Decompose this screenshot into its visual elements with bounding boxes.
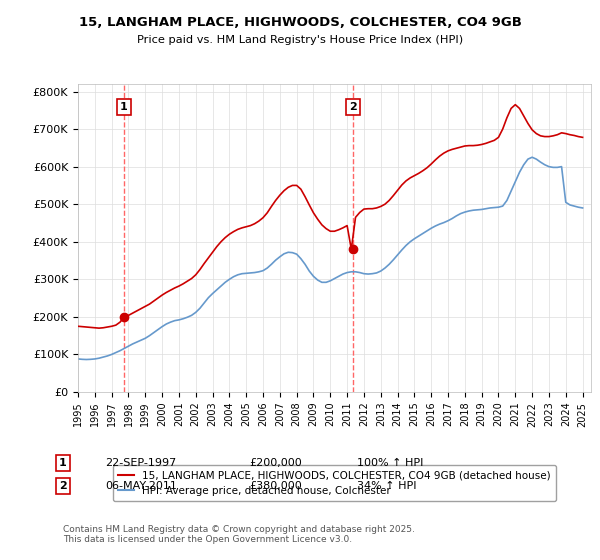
Text: £380,000: £380,000 (249, 481, 302, 491)
Text: 22-SEP-1997: 22-SEP-1997 (105, 458, 176, 468)
Text: 2: 2 (59, 481, 67, 491)
Text: 15, LANGHAM PLACE, HIGHWOODS, COLCHESTER, CO4 9GB: 15, LANGHAM PLACE, HIGHWOODS, COLCHESTER… (79, 16, 521, 29)
Text: 1: 1 (59, 458, 67, 468)
Text: 06-MAY-2011: 06-MAY-2011 (105, 481, 177, 491)
Text: Price paid vs. HM Land Registry's House Price Index (HPI): Price paid vs. HM Land Registry's House … (137, 35, 463, 45)
Text: Contains HM Land Registry data © Crown copyright and database right 2025.
This d: Contains HM Land Registry data © Crown c… (63, 525, 415, 544)
Text: 2: 2 (349, 102, 357, 112)
Text: 1: 1 (120, 102, 128, 112)
Text: 34% ↑ HPI: 34% ↑ HPI (357, 481, 416, 491)
Text: 100% ↑ HPI: 100% ↑ HPI (357, 458, 424, 468)
Legend: 15, LANGHAM PLACE, HIGHWOODS, COLCHESTER, CO4 9GB (detached house), HPI: Average: 15, LANGHAM PLACE, HIGHWOODS, COLCHESTER… (113, 465, 556, 501)
Text: £200,000: £200,000 (249, 458, 302, 468)
